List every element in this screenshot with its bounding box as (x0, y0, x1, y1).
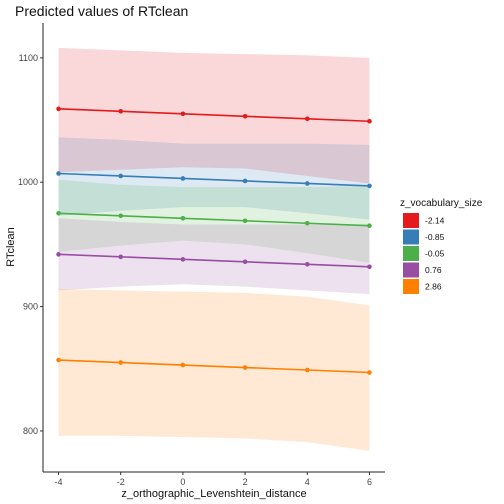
point-series-4-1 (118, 360, 124, 365)
legend-label-1: -0.85 (425, 232, 445, 242)
legend: z_vocabulary_size -2.14 -0.85 -0.05 0.76 2.8… (400, 198, 483, 294)
point-series-0-2 (180, 111, 186, 117)
point-series-1-1 (118, 173, 124, 179)
point-series-1-2 (180, 176, 186, 181)
x-axis-ticks: -4 -2 0 2 4 6 (55, 472, 372, 487)
legend-label-2: -0.05 (425, 249, 445, 259)
point-series-0-3 (242, 113, 248, 119)
x-tick-label: 4 (305, 477, 310, 487)
point-series-3-0 (56, 252, 61, 257)
legend-key-0 (403, 213, 419, 228)
legend-label-4: 2.86 (425, 282, 442, 292)
point-series-2-2 (180, 215, 186, 221)
legend-key-4 (403, 279, 419, 294)
legend-title: z_vocabulary_size (400, 198, 483, 209)
line-series-3 (58, 253, 370, 268)
point-series-0-0 (56, 106, 61, 112)
point-series-0-1 (118, 109, 124, 114)
point-series-3-5 (367, 264, 372, 270)
point-series-2-0 (56, 210, 61, 216)
x-tick-label: -2 (117, 477, 125, 487)
point-series-0-5 (367, 118, 372, 124)
x-tick-label: 6 (367, 477, 372, 487)
line-series-2 (58, 212, 370, 227)
point-series-4-2 (180, 362, 186, 368)
point-series-4-0 (56, 357, 61, 363)
point-series-1-5 (367, 183, 372, 189)
point-series-3-3 (242, 259, 248, 265)
point-series-4-3 (242, 365, 248, 370)
band-series-2 (58, 179, 370, 264)
point-series-0-4 (304, 116, 310, 122)
point-series-3-2 (180, 257, 186, 262)
legend-key-2 (403, 246, 419, 261)
series-lines (58, 108, 370, 374)
y-tick-label: 800 (23, 426, 38, 436)
line-series-1 (58, 172, 370, 187)
legend-label-3: 0.76 (425, 265, 442, 275)
chart-title: Predicted values of RTclean (15, 3, 188, 19)
y-tick-label: 900 (23, 302, 38, 312)
legend-key-3 (403, 262, 419, 278)
point-series-2-1 (118, 213, 124, 219)
confidence-bands (58, 47, 370, 451)
y-axis-title: RTclean (5, 227, 17, 267)
legend-key-1 (403, 229, 419, 245)
point-series-1-4 (304, 181, 310, 186)
legend-label-0: -2.14 (425, 216, 445, 226)
point-series-1-3 (242, 178, 248, 184)
y-tick-label: 1000 (18, 177, 38, 187)
band-series-4 (58, 289, 370, 451)
series-points (56, 106, 372, 375)
x-tick-label: 2 (243, 477, 248, 487)
point-series-4-4 (304, 367, 310, 373)
point-series-2-4 (304, 220, 310, 226)
line-series-4 (58, 359, 370, 374)
x-axis-title: z_orthographic_Levenshtein_distance (121, 488, 306, 500)
x-tick-label: 0 (180, 477, 185, 487)
point-series-3-1 (118, 254, 124, 260)
x-tick-label: -4 (55, 477, 63, 487)
point-series-3-4 (304, 261, 310, 267)
point-series-4-5 (367, 370, 372, 375)
point-series-1-0 (56, 171, 61, 176)
band-series-3 (58, 218, 370, 295)
point-series-2-3 (242, 218, 248, 224)
point-series-2-5 (367, 223, 372, 229)
y-axis-ticks: 800 900 1000 1100 (18, 53, 43, 436)
line-series-0 (58, 108, 370, 123)
band-series-1 (58, 137, 370, 220)
y-tick-label: 1100 (19, 53, 38, 63)
